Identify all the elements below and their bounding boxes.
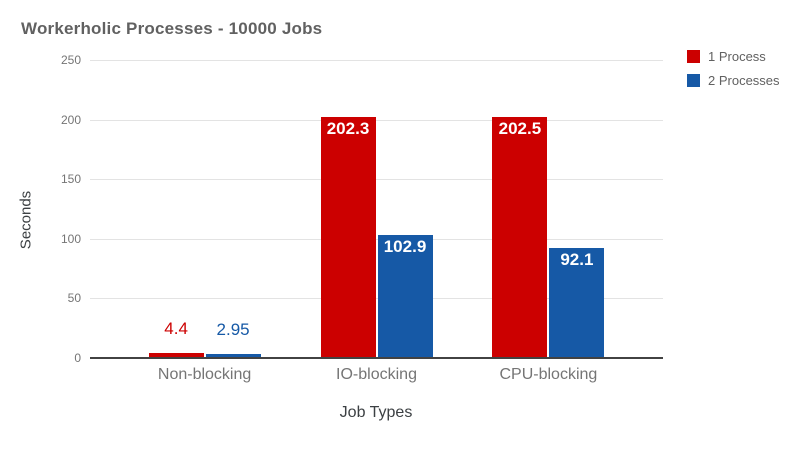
legend-swatch-icon: [687, 74, 700, 87]
bar-2-processes-io-blocking[interactable]: [377, 235, 433, 358]
bar-value-label: 4.4: [164, 318, 188, 338]
chart-title: Workerholic Processes - 10000 Jobs: [21, 19, 323, 38]
legend-swatch-icon: [687, 50, 700, 63]
bar-value-label: 102.9: [383, 237, 427, 257]
gridline-y-200: [90, 119, 663, 121]
bar-1-process-cpu-blocking[interactable]: [492, 116, 548, 358]
x-axis-line: [90, 357, 663, 359]
gridline-y-50: [90, 298, 663, 300]
bar-value-label: 202.3: [326, 118, 370, 138]
category-label-io-blocking: IO-blocking: [336, 366, 417, 383]
legend: 1 Process 2 Processes: [687, 49, 780, 97]
plot-area: 0 50 100 150 200 250 4.4 2.95 Non-blocking 202.3 1…: [61, 53, 663, 383]
bar-value-label: 202.5: [498, 118, 542, 138]
legend-item-1-process[interactable]: 1 Process: [687, 49, 780, 64]
y-axis-title: Seconds: [17, 190, 35, 250]
gridline-y-150: [90, 179, 663, 181]
legend-item-2-processes[interactable]: 2 Processes: [687, 73, 780, 88]
y-tick-label-150: 150: [60, 172, 81, 187]
bar-value-label: 92.1: [560, 250, 594, 270]
y-tick-label-200: 200: [60, 112, 81, 127]
gridline-y-250: [90, 60, 663, 61]
y-tick-label-250: 250: [60, 53, 81, 67]
legend-label: 2 Processes: [708, 73, 780, 88]
y-tick-label-100: 100: [60, 231, 81, 246]
bar-value-label: 2.95: [216, 320, 250, 340]
category-label-cpu-blocking: CPU-blocking: [499, 366, 598, 383]
bar-2-processes-non-blocking[interactable]: [205, 354, 261, 358]
x-axis-title: Job Types: [339, 404, 413, 421]
y-tick-label-0: 0: [74, 351, 81, 365]
bar-1-process-io-blocking[interactable]: [320, 116, 376, 358]
gridline-y-100: [90, 238, 663, 240]
legend-label: 1 Process: [708, 49, 766, 64]
bar-2-processes-cpu-blocking[interactable]: [549, 248, 605, 358]
category-label-non-blocking: Non-blocking: [157, 366, 252, 383]
bar-1-process-non-blocking[interactable]: [148, 352, 204, 358]
y-tick-label-50: 50: [67, 291, 81, 306]
